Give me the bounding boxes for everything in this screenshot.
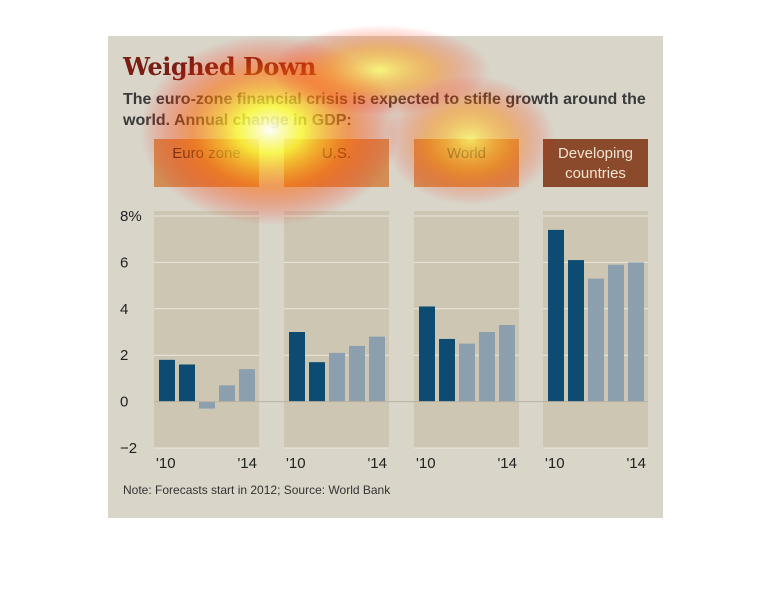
x-tick-label: '14 bbox=[626, 455, 646, 472]
bar bbox=[439, 338, 455, 402]
bar bbox=[159, 359, 175, 402]
bar bbox=[419, 306, 435, 402]
y-tick-label: 2 bbox=[120, 347, 128, 364]
chart-svg: Euro zone '10 '14 U.S. '10 '14 World '10 '14 Deve… bbox=[120, 139, 648, 472]
y-tick-label: −2 bbox=[120, 440, 137, 457]
panel-background bbox=[284, 211, 389, 448]
y-tick-label: 8% bbox=[120, 208, 142, 225]
bar bbox=[239, 369, 255, 402]
x-tick-label: '14 bbox=[497, 455, 517, 472]
y-tick-label: 0 bbox=[120, 394, 128, 411]
bar bbox=[369, 336, 385, 402]
bar bbox=[179, 364, 195, 402]
chart-card: Weighed Down The euro-zone financial cri… bbox=[108, 36, 663, 518]
panel-title: Developing bbox=[558, 145, 633, 162]
panel-header bbox=[543, 139, 648, 187]
x-tick-label: '10 bbox=[286, 455, 306, 472]
bar bbox=[499, 325, 515, 402]
bar bbox=[459, 343, 475, 402]
chart-note: Note: Forecasts start in 2012; Source: W… bbox=[123, 483, 391, 497]
panel-title: U.S. bbox=[322, 145, 351, 162]
bar bbox=[349, 345, 365, 402]
y-tick-label: 4 bbox=[120, 301, 128, 318]
panel-title: World bbox=[447, 145, 486, 162]
bar bbox=[289, 332, 305, 402]
y-tick-label: 6 bbox=[120, 254, 128, 271]
x-tick-label: '10 bbox=[416, 455, 436, 472]
panel-title: countries bbox=[565, 165, 626, 182]
bar bbox=[628, 262, 644, 402]
bar bbox=[329, 352, 345, 402]
x-tick-label: '14 bbox=[367, 455, 387, 472]
x-tick-label: '14 bbox=[237, 455, 257, 472]
bar bbox=[608, 264, 624, 402]
bar bbox=[588, 278, 604, 402]
bar bbox=[479, 332, 495, 402]
bar bbox=[548, 229, 564, 402]
bar bbox=[568, 260, 584, 402]
x-tick-label: '10 bbox=[156, 455, 176, 472]
panel-background bbox=[154, 211, 259, 448]
bar bbox=[309, 362, 325, 402]
panel-title: Euro zone bbox=[172, 145, 240, 162]
bar bbox=[219, 385, 235, 402]
bar bbox=[199, 401, 215, 409]
x-tick-label: '10 bbox=[545, 455, 565, 472]
